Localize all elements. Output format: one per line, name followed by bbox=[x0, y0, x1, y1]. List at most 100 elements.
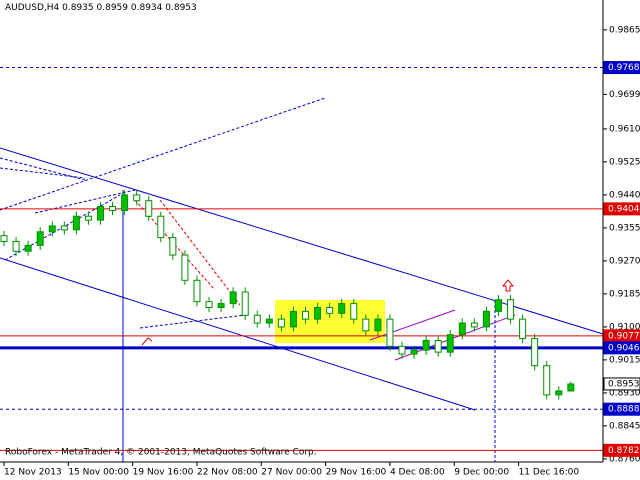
candle-body bbox=[326, 306, 334, 314]
candles bbox=[0, 190, 575, 400]
y-tick-label: 0.9015 bbox=[609, 355, 640, 365]
candle-body bbox=[36, 231, 44, 246]
y-tick-label: 0.9440 bbox=[609, 190, 640, 200]
trend-line bbox=[139, 314, 246, 329]
candle-body bbox=[386, 318, 394, 347]
arrow-sign bbox=[141, 337, 153, 346]
candle-body bbox=[193, 279, 201, 303]
candle-body bbox=[229, 291, 237, 305]
level-label: 0.8782 bbox=[608, 446, 640, 456]
candle-body bbox=[133, 194, 141, 202]
candle-body bbox=[458, 322, 466, 336]
x-tick-label: 15 Nov 00:00 bbox=[68, 468, 129, 478]
y-tick-label: 0.9525 bbox=[609, 157, 640, 167]
levels bbox=[0, 67, 603, 451]
candle-body bbox=[446, 334, 454, 353]
candle-body bbox=[422, 339, 430, 351]
candle-body bbox=[398, 345, 406, 355]
candle-body bbox=[374, 318, 382, 332]
candle-body bbox=[253, 314, 261, 324]
open-value: 0.8935 bbox=[62, 3, 94, 13]
low-value: 0.8934 bbox=[131, 3, 163, 13]
trend-line bbox=[0, 167, 86, 179]
candle-body bbox=[302, 310, 310, 320]
candle-body bbox=[157, 215, 165, 239]
level-label-box bbox=[603, 202, 640, 216]
y-tick-label: 0.9185 bbox=[609, 289, 640, 299]
high-value: 0.8959 bbox=[97, 3, 129, 13]
level-label-box bbox=[603, 341, 640, 355]
candle-body bbox=[84, 215, 92, 221]
y-tick-label: 0.9610 bbox=[609, 124, 640, 134]
y-tick-label: 0.8760 bbox=[609, 454, 640, 464]
channel-line bbox=[0, 147, 604, 335]
candle-body bbox=[12, 240, 20, 252]
x-tick-label: 29 Nov 16:00 bbox=[326, 468, 387, 478]
close-value: 0.8953 bbox=[165, 3, 197, 13]
candle-body bbox=[470, 322, 478, 328]
candle-body bbox=[482, 310, 490, 328]
x-tick-label: 27 Nov 00:00 bbox=[261, 468, 322, 478]
x-tick-label: 4 Dec 08:00 bbox=[390, 468, 445, 478]
y-tick-label: 0.8845 bbox=[609, 421, 640, 431]
y-tick-label: 0.9270 bbox=[609, 256, 640, 266]
arrow-sign bbox=[501, 279, 515, 292]
x-tick-label: 9 Dec 00:00 bbox=[454, 468, 509, 478]
candle-body bbox=[494, 299, 502, 312]
level-label-box bbox=[603, 402, 640, 416]
candle-body bbox=[531, 338, 539, 367]
candle-body bbox=[314, 306, 322, 320]
candle-body bbox=[350, 303, 358, 320]
level-label: 0.9768 bbox=[608, 63, 640, 73]
candle-body bbox=[410, 349, 418, 355]
candle-body bbox=[121, 194, 129, 211]
y-tick-label: 0.9865 bbox=[609, 25, 640, 35]
level-label: 0.8888 bbox=[608, 405, 640, 415]
chart-title: AUDUSD,H4 0.8935 0.8959 0.8934 0.8953 bbox=[5, 3, 197, 13]
level-label-box bbox=[603, 377, 640, 391]
x-tick-label: 11 Dec 16:00 bbox=[519, 468, 580, 478]
candle-body bbox=[181, 254, 189, 281]
x-tick-label: 12 Nov 2013 bbox=[4, 468, 62, 478]
candle-body bbox=[277, 318, 285, 328]
candle-body bbox=[434, 339, 442, 353]
channel-line bbox=[0, 257, 476, 411]
candle-body bbox=[0, 235, 8, 242]
candle-body bbox=[145, 200, 153, 217]
trend-line bbox=[159, 199, 241, 306]
x-tick-label: 19 Nov 16:00 bbox=[133, 468, 194, 478]
trend-line bbox=[369, 309, 456, 341]
level-label: 0.9046 bbox=[608, 343, 640, 353]
candle-body bbox=[567, 383, 575, 392]
candle-body bbox=[217, 303, 225, 308]
candle-body bbox=[97, 206, 104, 221]
candle-body bbox=[48, 225, 56, 233]
x-tick-label: 22 Nov 08:00 bbox=[197, 468, 258, 478]
level-label: 0.9404 bbox=[608, 204, 640, 214]
candle-body bbox=[109, 206, 117, 211]
y-tick-label: 0.9100 bbox=[609, 322, 640, 332]
footer: RoboForex - MetaTrader 4, © 2001-2013, M… bbox=[5, 448, 317, 458]
candle-body bbox=[519, 318, 527, 340]
level-label-box bbox=[603, 443, 640, 457]
candle-body bbox=[555, 390, 563, 396]
y-tick-label: 0.9355 bbox=[609, 223, 640, 233]
candle-body bbox=[241, 291, 249, 316]
y-tick-label: 0.8930 bbox=[609, 388, 640, 398]
axes: 0.9865 0.9699 0.9610 0.9525 0.9440 0.9355 0.92… bbox=[3, 25, 640, 478]
trend-line bbox=[0, 97, 326, 211]
level-label-box bbox=[603, 61, 640, 75]
candle-body bbox=[507, 299, 515, 320]
candle-body bbox=[362, 318, 370, 332]
candle-body bbox=[205, 301, 213, 308]
candle-body bbox=[289, 310, 297, 328]
y-tick-label: 0.9699 bbox=[609, 90, 640, 100]
candle-body bbox=[543, 365, 551, 396]
candle-body bbox=[338, 303, 346, 314]
candle-body bbox=[24, 244, 32, 252]
candle-body bbox=[169, 237, 177, 256]
symbol: AUDUSD,H4 bbox=[5, 3, 60, 13]
candle-body bbox=[265, 318, 273, 324]
